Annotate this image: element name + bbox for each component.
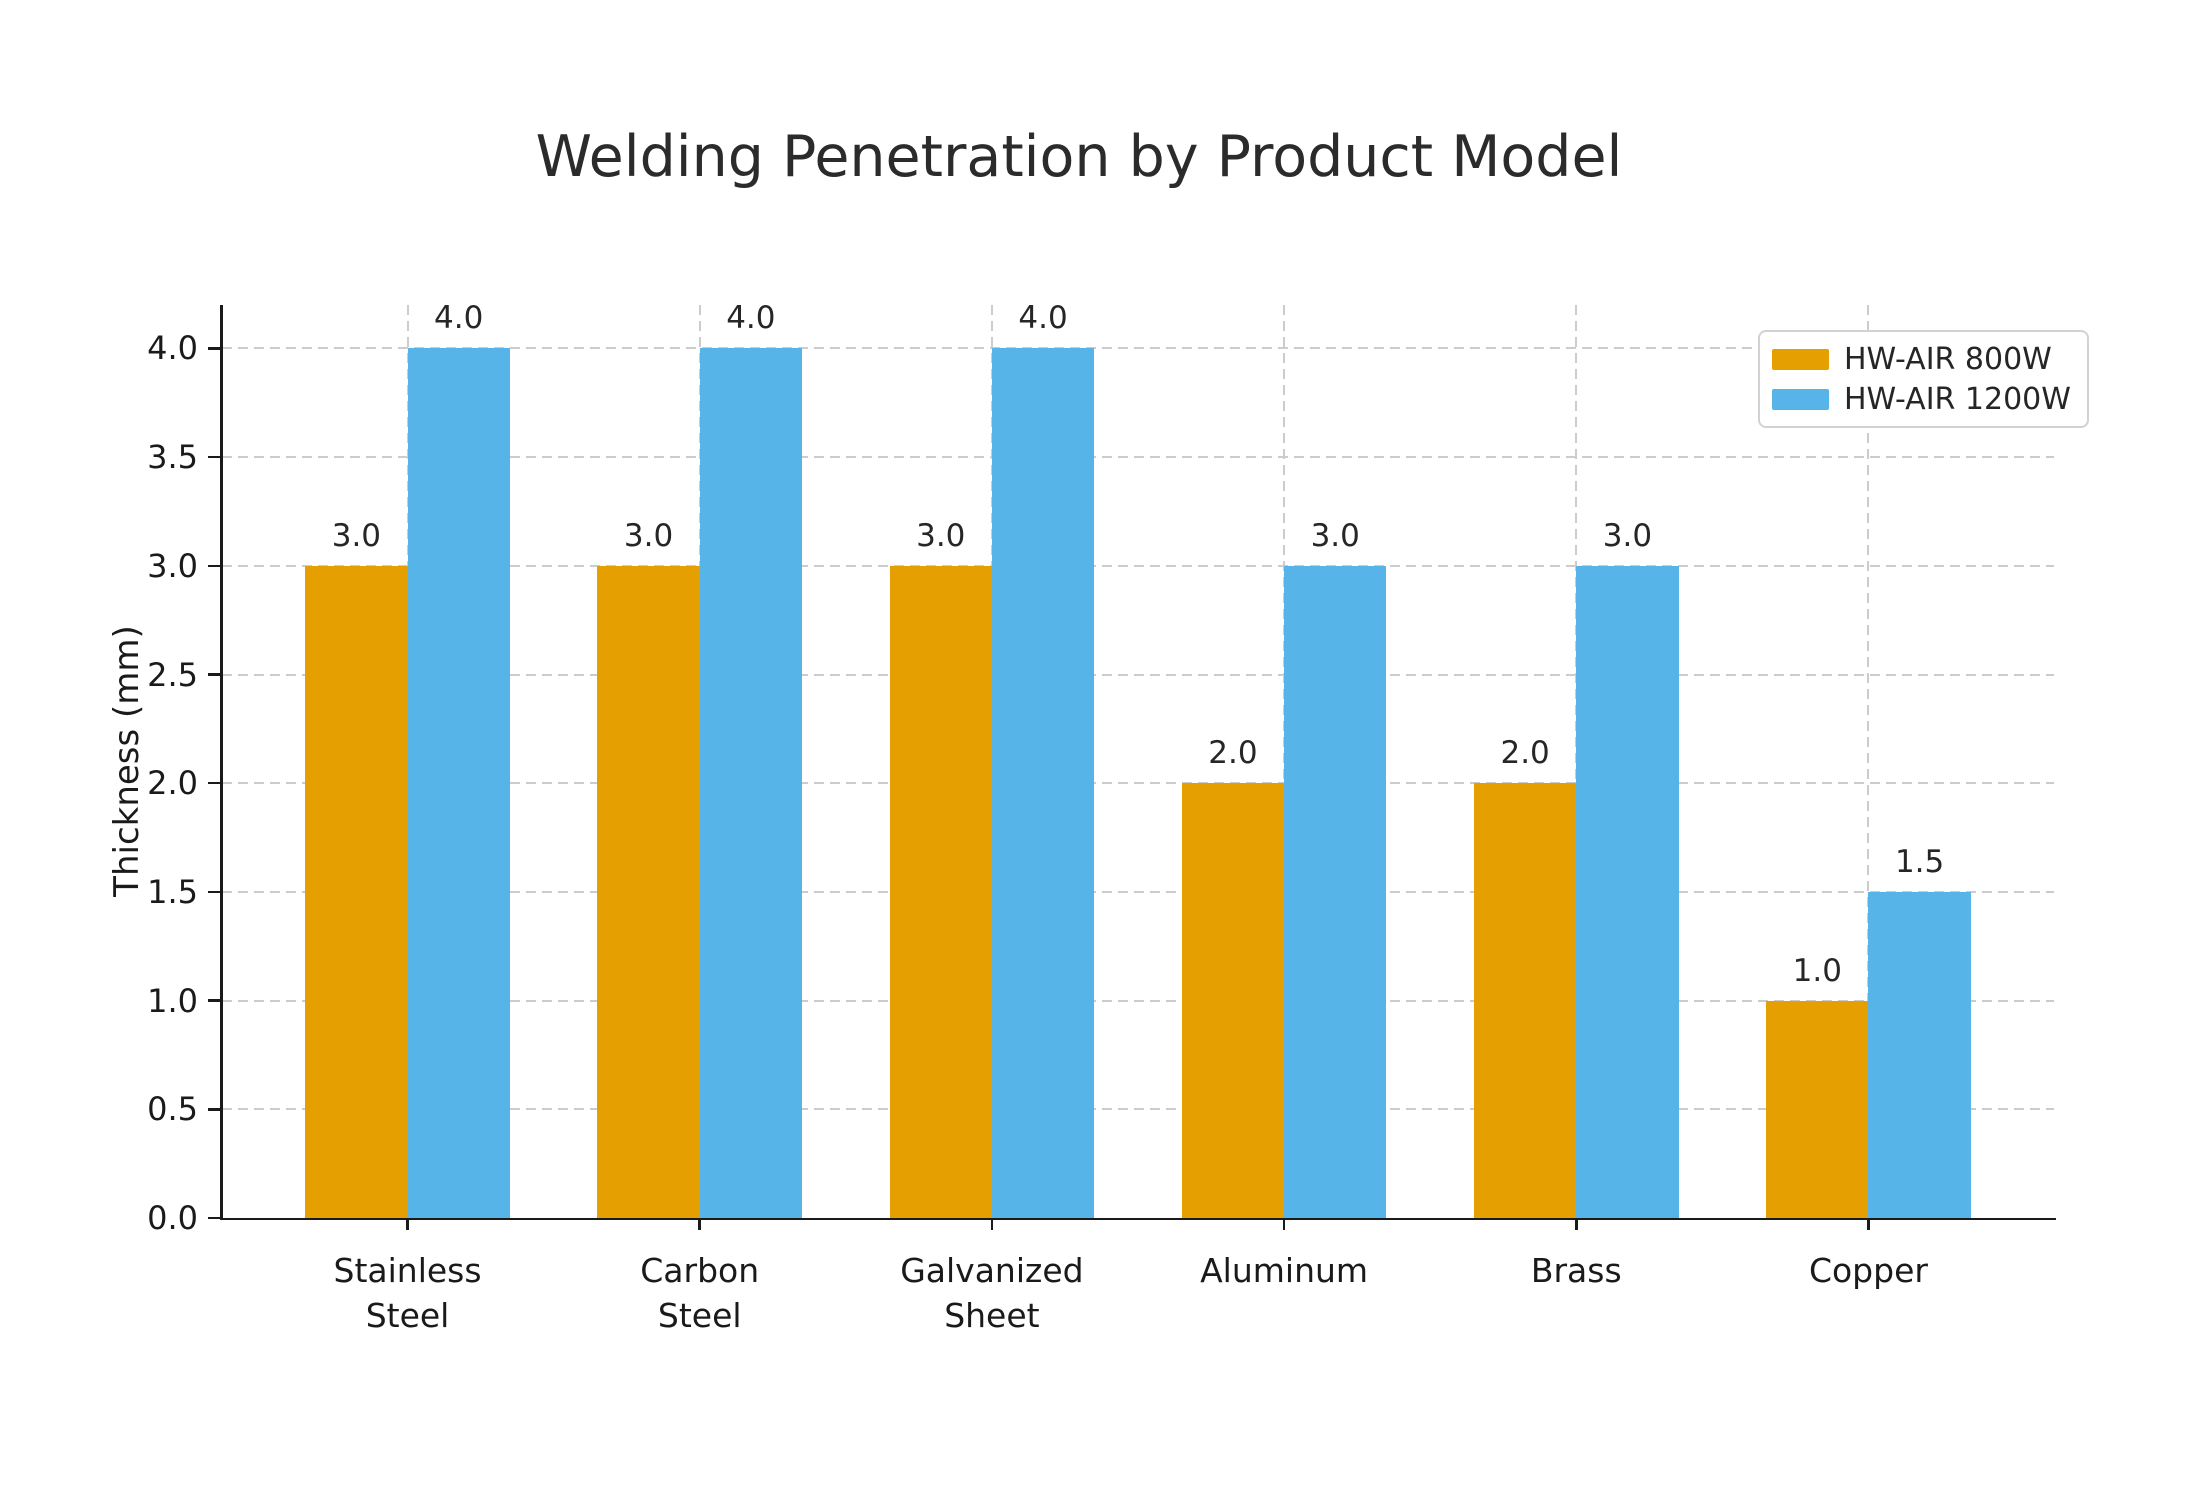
x-axis-tick <box>990 1218 994 1230</box>
y-tick-label: 3.0 <box>147 546 198 585</box>
bar-value-label: 4.0 <box>726 300 776 337</box>
v-gridline <box>1867 305 1870 1218</box>
x-tick-label: Carbon Steel <box>640 1251 760 1335</box>
bar-value-label: 1.0 <box>1792 952 1842 989</box>
y-axis-tick <box>208 781 220 785</box>
x-axis-spine <box>220 1217 2056 1220</box>
legend-label-series1: HW-AIR 800W <box>1844 341 2052 377</box>
x-tick-label: Brass <box>1530 1251 1622 1290</box>
x-tick-label: Galvanized Sheet <box>900 1251 1084 1335</box>
y-tick-label: 0.5 <box>147 1090 198 1129</box>
bar-hw-air-800w <box>1474 783 1577 1218</box>
bar-hw-air-800w <box>1181 783 1285 1218</box>
y-axis-tick <box>208 673 220 676</box>
plot-area: HW-AIR 800W HW-AIR 1200W 3.0 3.0 3.0 2.0 2.0… <box>208 300 2089 1230</box>
bar-hw-air-1200w <box>699 348 802 1218</box>
h-gridline <box>222 890 2054 893</box>
h-gridline <box>222 1108 2054 1111</box>
bar-hw-air-800w <box>889 565 992 1218</box>
h-gridline <box>222 456 2054 459</box>
bar-hw-air-1200w <box>407 348 510 1218</box>
x-axis-tick <box>1575 1218 1578 1230</box>
bar-hw-air-800w <box>597 565 700 1218</box>
h-gridline <box>222 999 2054 1002</box>
y-tick-label: 2.5 <box>147 655 198 694</box>
y-tick-label: 4.0 <box>147 329 198 368</box>
y-tick-label: 3.5 <box>147 438 198 477</box>
y-tick-label: 1.5 <box>147 872 198 911</box>
y-tick-label: 1.0 <box>147 981 198 1020</box>
x-axis-tick <box>1282 1218 1286 1230</box>
h-gridline <box>222 564 2054 567</box>
x-tick-label: Stainless Steel <box>333 1251 482 1335</box>
legend-item: HW-AIR 800W <box>1772 339 2071 379</box>
bar-value-label: 4.0 <box>434 300 484 337</box>
h-gridline <box>222 782 2054 785</box>
h-gridline <box>222 673 2054 676</box>
bar-value-label: 2.0 <box>1500 735 1550 772</box>
bar-hw-air-800w <box>305 565 408 1218</box>
legend: HW-AIR 800W HW-AIR 1200W <box>1758 330 2089 428</box>
bar-value-label: 3.0 <box>623 517 674 554</box>
y-axis-tick <box>208 890 220 894</box>
legend-label-series2: HW-AIR 1200W <box>1844 381 2071 417</box>
x-axis-tick <box>698 1218 701 1230</box>
bar-hw-air-800w <box>1766 1000 1869 1218</box>
y-axis-tick <box>208 455 220 459</box>
bar-hw-air-1200w <box>1284 565 1387 1218</box>
bar-value-label: 3.0 <box>1602 517 1653 554</box>
x-tick-label: Aluminum <box>1200 1251 1369 1290</box>
legend-swatch-series2 <box>1772 388 1829 410</box>
legend-swatch-series1 <box>1772 348 1829 370</box>
y-axis-tick <box>208 564 220 568</box>
y-axis-tick <box>208 1216 220 1220</box>
bar-value-label: 2.0 <box>1208 735 1258 772</box>
bar-value-label: 4.0 <box>1018 300 1068 337</box>
x-tick-label: Copper <box>1808 1251 1928 1290</box>
bar-value-label: 3.0 <box>331 517 382 554</box>
y-axis-spine <box>220 305 223 1220</box>
y-tick-label: 0.0 <box>147 1199 198 1237</box>
chart-title: Welding Penetration by Product Model <box>535 124 1623 190</box>
x-axis-tick <box>406 1218 409 1230</box>
h-gridline <box>222 347 2054 350</box>
bar-value-label: 1.5 <box>1894 843 1945 880</box>
y-tick-label: 2.0 <box>147 764 198 803</box>
y-axis-tick <box>208 1108 220 1111</box>
bar-hw-air-1200w <box>1868 891 1971 1218</box>
y-axis-tick <box>208 347 220 350</box>
bar-value-label: 3.0 <box>916 517 966 554</box>
y-axis-tick <box>208 999 220 1002</box>
x-axis-tick <box>1867 1218 1870 1230</box>
legend-item: HW-AIR 1200W <box>1772 379 2071 419</box>
bar-hw-air-1200w <box>1576 565 1679 1218</box>
bar-value-label: 3.0 <box>1310 517 1360 554</box>
bar-hw-air-1200w <box>991 348 1095 1218</box>
